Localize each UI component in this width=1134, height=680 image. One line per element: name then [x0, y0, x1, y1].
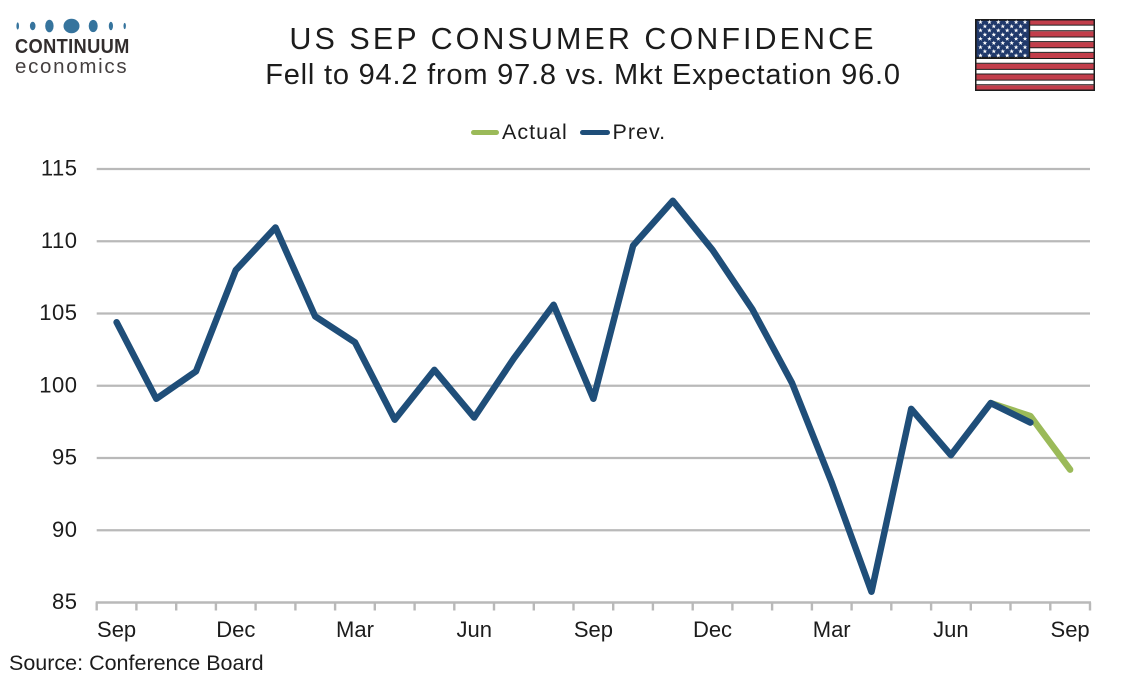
svg-text:Mar: Mar	[813, 617, 851, 642]
svg-text:Dec: Dec	[216, 617, 255, 642]
svg-text:110: 110	[41, 228, 78, 253]
svg-text:Sep: Sep	[97, 617, 136, 642]
svg-text:105: 105	[39, 300, 77, 325]
svg-text:Jun: Jun	[933, 617, 968, 642]
svg-text:Mar: Mar	[336, 617, 374, 642]
svg-text:Sep: Sep	[574, 617, 613, 642]
svg-text:Dec: Dec	[693, 617, 732, 642]
svg-text:90: 90	[52, 517, 77, 542]
svg-text:Sep: Sep	[1051, 617, 1090, 642]
svg-text:115: 115	[41, 156, 78, 181]
svg-text:85: 85	[52, 589, 77, 614]
svg-text:Jun: Jun	[456, 617, 491, 642]
svg-text:95: 95	[52, 445, 77, 470]
svg-text:100: 100	[39, 372, 77, 397]
